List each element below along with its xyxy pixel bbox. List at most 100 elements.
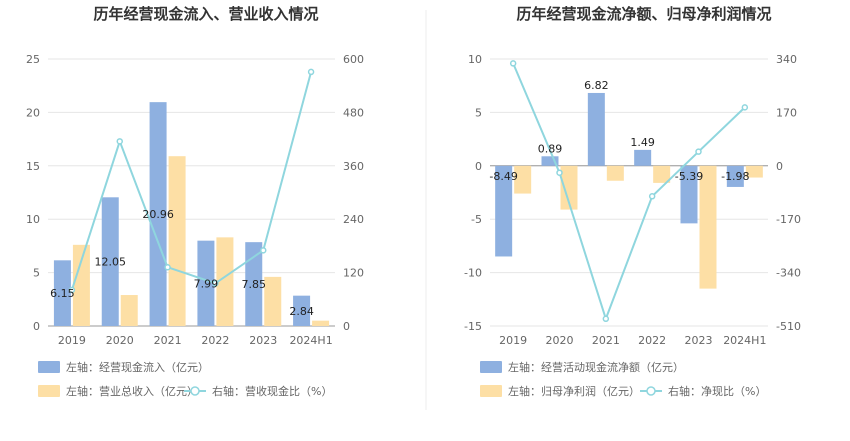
chart2-left-tick: -5 (471, 213, 482, 226)
chart1-legend-label[interactable]: 左轴：营业总收入（亿元） (66, 384, 198, 398)
chart1-title: 历年经营现金流入、营业收入情况 (93, 5, 318, 23)
chart1-left-tick: 20 (26, 106, 40, 119)
chart2-legend-label[interactable]: 左轴：归母净利润（亿元） (508, 384, 640, 398)
chart1-data-label: 12.05 (95, 256, 127, 269)
chart1-legend-label[interactable]: 左轴：经营现金流入（亿元） (66, 360, 209, 374)
chart1-line-point (260, 247, 267, 254)
chart2-line-point (695, 148, 702, 155)
chart2-category-label: 2019 (499, 334, 527, 347)
chart2-legend-marker (646, 386, 656, 396)
chart2-bar-primary (587, 92, 605, 166)
chart1-bar-primary (293, 295, 311, 326)
chart1-left-tick: 25 (26, 53, 40, 66)
chart2-category-label: 2021 (592, 334, 620, 347)
chart2-left-tick: 10 (468, 53, 482, 66)
chart2-category-label: 2020 (546, 334, 574, 347)
chart1-line-point (212, 280, 219, 287)
chart2-bar-primary (495, 165, 513, 257)
chart2-bar-secondary (699, 165, 717, 289)
chart2-right-tick: 340 (776, 53, 797, 66)
chart1-legend-marker (190, 386, 200, 396)
chart1-bar-primary (53, 260, 71, 326)
chart2-legend-label[interactable]: 右轴：净现比（%） (668, 384, 766, 398)
chart2-right-tick: 170 (776, 106, 797, 119)
chart2-line-point (509, 60, 517, 67)
chart1-bar-primary (101, 197, 119, 326)
chart1-line-series (70, 71, 313, 291)
chart2-right-tick: -340 (776, 267, 801, 280)
chart2-category-label: 2024H1 (723, 334, 766, 347)
chart1-bar-secondary (216, 237, 234, 326)
chart1-line-point (116, 138, 123, 145)
chart2-bar-secondary (606, 165, 624, 181)
chart1-left-tick: 5 (33, 267, 40, 280)
chart1-bar-secondary (264, 276, 282, 326)
chart1-line-point (68, 286, 76, 294)
chart2-right-tick: -170 (776, 213, 801, 226)
chart2-bar-primary (541, 156, 559, 166)
chart1-category-label: 2021 (154, 334, 182, 347)
chart1-right-tick: 480 (343, 106, 364, 119)
chart1-line-point (164, 264, 171, 271)
chart2-bar-secondary (514, 165, 532, 194)
chart1-line-point (307, 68, 315, 76)
chart2-right-tick: 0 (776, 160, 783, 173)
chart1-plot: 0 5 10 15 20 25 0 120 240 360 480 600 2019 2020 2021 20… (26, 53, 364, 398)
chart1-bar-secondary (120, 295, 138, 326)
chart2-line-point (556, 169, 563, 176)
chart1-legend-label[interactable]: 右轴：营收现金比（%） (212, 384, 332, 398)
chart1-left-tick: 15 (26, 160, 40, 173)
chart1-bar-secondary (312, 320, 330, 326)
chart2-legend-swatch (480, 361, 502, 373)
chart1-data-label: 20.96 (142, 208, 174, 221)
chart1-right-tick: 240 (343, 213, 364, 226)
chart2-data-label: 1.49 (630, 136, 655, 149)
chart2-left-tick: -15 (464, 320, 482, 333)
chart2-category-label: 2023 (685, 334, 713, 347)
chart2-bar-primary (726, 165, 744, 187)
chart1-data-label: 7.99 (194, 277, 219, 290)
chart2-bar-primary (634, 149, 652, 166)
chart2-right-tick: -510 (776, 320, 801, 333)
chart2-line-point (741, 104, 749, 111)
chart1-category-label: 2024H1 (289, 334, 332, 347)
chart2-data-label: 6.82 (584, 79, 609, 92)
chart2-legend-swatch (480, 385, 502, 397)
chart2-data-label: -1.98 (721, 170, 749, 183)
chart1-right-tick: 360 (343, 160, 364, 173)
chart2-line-point (602, 315, 610, 323)
chart2-bar-secondary (653, 165, 671, 183)
chart2-legend-label[interactable]: 左轴：经营活动现金流净额（亿元） (508, 360, 684, 374)
chart1-right-tick: 0 (343, 320, 350, 333)
chart1-category-label: 2022 (201, 334, 229, 347)
chart1-data-label: 2.84 (289, 305, 314, 318)
chart2-category-label: 2022 (638, 334, 666, 347)
chart1-category-label: 2019 (58, 334, 86, 347)
chart1-right-tick: 120 (343, 267, 364, 280)
chart1-category-label: 2023 (249, 334, 277, 347)
chart2-left-tick: 0 (475, 160, 482, 173)
chart2-bar-secondary (560, 165, 578, 210)
chart2-bar-primary (680, 165, 698, 224)
chart1-bar-primary (197, 240, 215, 326)
chart1-category-label: 2020 (106, 334, 134, 347)
chart2-left-tick: -10 (464, 267, 482, 280)
chart2-data-label: -5.39 (675, 170, 703, 183)
chart1-bar-secondary (72, 244, 90, 326)
chart2-line-point (648, 193, 656, 200)
chart1-bar-secondary (168, 156, 186, 326)
chart1-legend-swatch (38, 361, 60, 373)
chart2-line-series (512, 63, 746, 322)
chart2-plot: -15 -10 -5 0 5 10 -510 -340 -170 0 170 340 2019 2020 2… (464, 53, 801, 398)
chart1-bar-primary (149, 102, 167, 326)
chart1-legend-swatch (38, 385, 60, 397)
chart2-title: 历年经营现金流净额、归母净利润情况 (516, 5, 771, 23)
chart1-left-tick: 10 (26, 213, 40, 226)
chart2-bar-secondary (745, 165, 763, 178)
chart1-right-tick: 600 (343, 53, 364, 66)
chart2-data-label: 0.89 (538, 142, 563, 155)
chart1-left-tick: 0 (33, 320, 40, 333)
chart1-data-label: 6.15 (50, 287, 75, 300)
chart1-bar-primary (245, 242, 263, 326)
